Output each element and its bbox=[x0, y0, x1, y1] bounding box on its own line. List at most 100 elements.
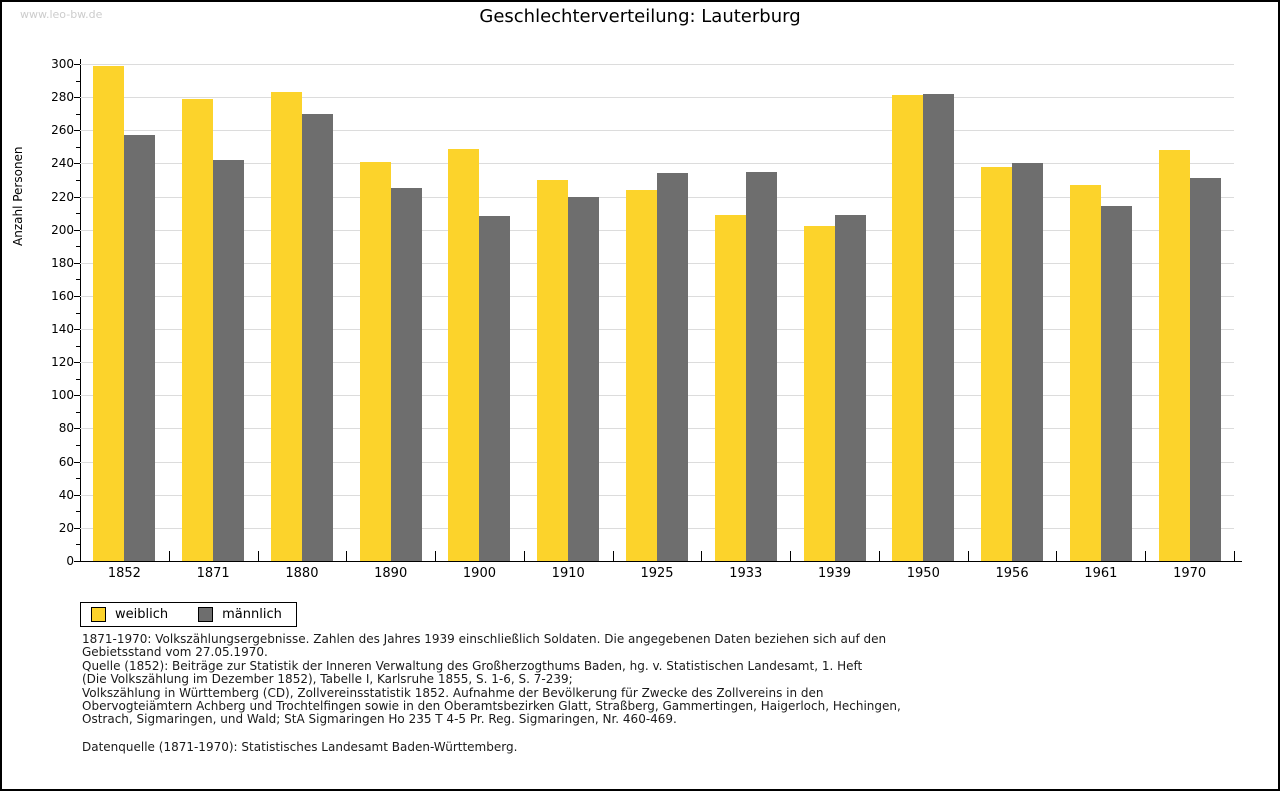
y-axis-line bbox=[80, 59, 81, 562]
y-tick-30 bbox=[76, 511, 80, 513]
x-label-1852: 1852 bbox=[107, 566, 141, 581]
bar-weiblich-1950 bbox=[892, 95, 924, 561]
y-tick-label-240: 240 bbox=[51, 156, 74, 171]
y-tick-120 bbox=[74, 362, 80, 364]
y-tick-100 bbox=[74, 395, 80, 397]
bar-weiblich-1925 bbox=[626, 189, 657, 561]
x-label-1925: 1925 bbox=[640, 566, 674, 581]
x-tick-6 bbox=[612, 551, 614, 561]
y-tick-230 bbox=[76, 179, 80, 181]
y-tick-80 bbox=[74, 428, 80, 430]
y-tick-190 bbox=[76, 246, 80, 248]
legend-label-maennlich: männlich bbox=[222, 607, 282, 622]
y-tick-label-40: 40 bbox=[58, 487, 74, 502]
y-tick-250 bbox=[76, 146, 80, 148]
y-tick-40 bbox=[74, 494, 80, 496]
bar-weiblich-1910 bbox=[537, 179, 569, 561]
source-line-1: 1871-1970: Volkszählungsergebnisse. Zahl… bbox=[82, 632, 887, 646]
bar-weiblich-1961 bbox=[1069, 184, 1101, 561]
x-tick-11 bbox=[1056, 551, 1058, 561]
bar-männlich-1880 bbox=[301, 113, 333, 561]
source-notes: 1871-1970: Volkszählungsergebnisse. Zahl… bbox=[82, 632, 901, 754]
x-label-1880: 1880 bbox=[285, 566, 319, 581]
gridline-260 bbox=[80, 130, 1234, 132]
x-tick-1 bbox=[168, 551, 170, 561]
source-line-4: (Die Volkszählung im Dezember 1852), Tab… bbox=[82, 672, 573, 687]
y-tick-290 bbox=[76, 80, 80, 82]
source-paragraph: 1871-1970: Volkszählungsergebnisse. Zahl… bbox=[82, 632, 901, 727]
x-tick-13 bbox=[1234, 551, 1235, 561]
x-label-1890: 1890 bbox=[374, 566, 408, 581]
y-tick-50 bbox=[76, 478, 80, 480]
x-label-1961: 1961 bbox=[1084, 566, 1118, 581]
y-tick-label-140: 140 bbox=[51, 322, 74, 337]
source-line-5: Volkszählung in Württemberg (CD), Zollve… bbox=[82, 685, 824, 700]
legend-item-maennlich: männlich bbox=[198, 607, 282, 622]
x-label-1933: 1933 bbox=[729, 566, 763, 581]
legend-swatch-maennlich bbox=[198, 607, 214, 622]
y-tick-label-60: 60 bbox=[58, 454, 74, 469]
gridline-300 bbox=[80, 64, 1234, 65]
x-tick-12 bbox=[1145, 551, 1147, 561]
y-tick-label-20: 20 bbox=[58, 520, 74, 535]
bar-männlich-1950 bbox=[923, 93, 955, 561]
bar-männlich-1910 bbox=[568, 196, 600, 561]
x-tick-4 bbox=[435, 551, 437, 561]
x-label-1956: 1956 bbox=[995, 566, 1029, 581]
y-tick-label-100: 100 bbox=[51, 388, 74, 403]
bar-weiblich-1900 bbox=[448, 148, 480, 561]
gridline-280 bbox=[80, 97, 1234, 99]
y-tick-label-220: 220 bbox=[51, 189, 74, 204]
bar-weiblich-1890 bbox=[359, 161, 391, 561]
y-tick-label-300: 300 bbox=[51, 57, 74, 71]
y-tick-220 bbox=[74, 196, 80, 198]
bar-weiblich-1852 bbox=[93, 65, 125, 561]
y-tick-60 bbox=[74, 461, 80, 463]
x-tick-9 bbox=[878, 551, 880, 561]
y-tick-label-200: 200 bbox=[51, 222, 74, 237]
source-line-2: Gebietsstand vom 27.05.1970. bbox=[82, 645, 268, 660]
bar-männlich-1970 bbox=[1189, 178, 1221, 561]
bar-weiblich-1939 bbox=[803, 226, 835, 561]
bar-weiblich-1970 bbox=[1158, 150, 1190, 561]
y-tick-160 bbox=[74, 295, 80, 297]
bar-männlich-1961 bbox=[1100, 206, 1132, 561]
y-tick-210 bbox=[76, 213, 80, 215]
bar-weiblich-1880 bbox=[270, 92, 302, 561]
x-label-1871: 1871 bbox=[196, 566, 230, 581]
chart-title: Geschlechterverteilung: Lauterburg bbox=[479, 6, 801, 27]
x-tick-2 bbox=[257, 551, 259, 561]
y-tick-260 bbox=[74, 130, 80, 132]
bar-weiblich-1933 bbox=[714, 214, 746, 561]
watermark-leo-bw: www.leo-bw.de bbox=[20, 8, 103, 21]
legend-item-weiblich: weiblich bbox=[91, 607, 168, 622]
y-tick-150 bbox=[76, 312, 80, 314]
bar-männlich-1852 bbox=[124, 135, 156, 561]
data-source-line: Datenquelle (1871-1970): Statistisches L… bbox=[82, 739, 518, 754]
x-tick-8 bbox=[790, 551, 792, 561]
bar-weiblich-1871 bbox=[182, 98, 214, 561]
y-tick-180 bbox=[74, 262, 80, 264]
bar-männlich-1900 bbox=[479, 216, 511, 561]
source-line-3: Quelle (1852): Beiträge zur Statistik de… bbox=[82, 658, 863, 673]
y-tick-170 bbox=[76, 279, 80, 281]
y-tick-110 bbox=[76, 378, 80, 380]
y-tick-label-260: 260 bbox=[51, 123, 74, 138]
y-tick-20 bbox=[74, 527, 80, 529]
legend-label-weiblich: weiblich bbox=[115, 607, 169, 622]
x-label-1950: 1950 bbox=[906, 566, 940, 581]
x-tick-3 bbox=[346, 551, 348, 561]
y-tick-280 bbox=[74, 97, 80, 99]
y-tick-label-120: 120 bbox=[51, 355, 74, 370]
x-tick-7 bbox=[701, 551, 703, 561]
y-tick-label-80: 80 bbox=[58, 421, 74, 436]
legend: weiblich männlich bbox=[80, 602, 297, 627]
x-label-1910: 1910 bbox=[551, 566, 585, 581]
x-tick-10 bbox=[967, 551, 969, 561]
legend-swatch-weiblich bbox=[91, 607, 106, 622]
y-tick-label-180: 180 bbox=[51, 255, 74, 270]
y-tick-90 bbox=[76, 411, 80, 413]
x-label-1939: 1939 bbox=[817, 566, 852, 581]
bar-männlich-1890 bbox=[390, 188, 422, 561]
